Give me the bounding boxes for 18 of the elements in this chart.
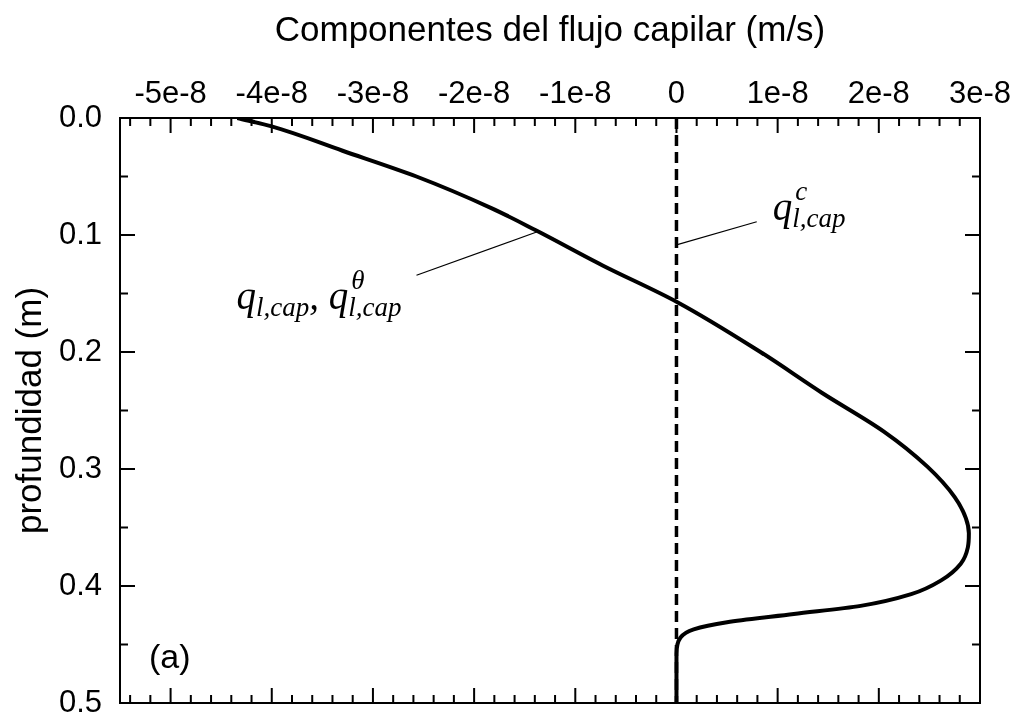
y-tick-label: 0.3 xyxy=(58,449,102,485)
annotation: (a) xyxy=(149,637,191,675)
x-tick-label: -1e-8 xyxy=(539,74,612,110)
x-tick-label: 2e-8 xyxy=(847,74,910,110)
x-tick-label: 1e-8 xyxy=(746,74,809,110)
x-tick-label: -2e-8 xyxy=(437,74,511,110)
y-axis-title: profundidad (m) xyxy=(8,286,48,535)
y-tick-label: 0.1 xyxy=(58,215,102,251)
x-tick-label: -3e-8 xyxy=(336,74,410,110)
x-tick-label: -4e-8 xyxy=(235,74,308,110)
x-tick-label: 3e-8 xyxy=(948,74,1011,110)
x-tick-label: 0 xyxy=(667,74,686,110)
x-tick-label: -5e-8 xyxy=(134,74,207,110)
y-tick-label: 0.4 xyxy=(58,566,102,602)
y-tick-label: 0.0 xyxy=(58,98,102,134)
y-tick-label: 0.5 xyxy=(58,683,102,717)
y-tick-label: 0.2 xyxy=(58,332,102,368)
x-axis-title: Componentes del flujo capilar (m/s) xyxy=(274,8,826,48)
